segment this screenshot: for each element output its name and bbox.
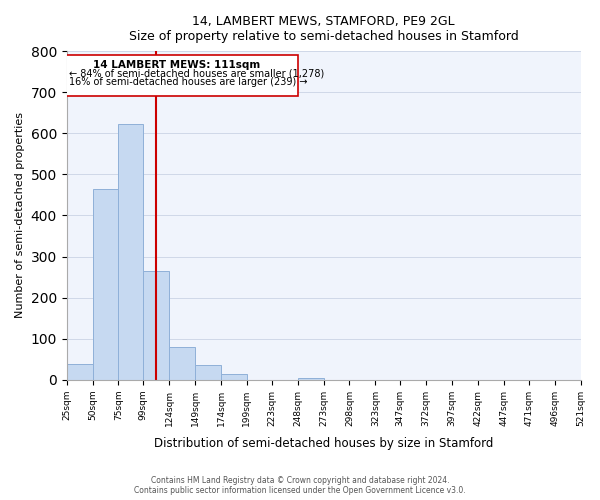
- Title: 14, LAMBERT MEWS, STAMFORD, PE9 2GL
Size of property relative to semi-detached h: 14, LAMBERT MEWS, STAMFORD, PE9 2GL Size…: [129, 15, 518, 43]
- Text: 16% of semi-detached houses are larger (239) →: 16% of semi-detached houses are larger (…: [69, 77, 307, 87]
- Text: 14 LAMBERT MEWS: 111sqm: 14 LAMBERT MEWS: 111sqm: [94, 60, 260, 70]
- Text: Contains HM Land Registry data © Crown copyright and database right 2024.
Contai: Contains HM Land Registry data © Crown c…: [134, 476, 466, 495]
- Bar: [67, 364, 92, 380]
- Bar: [298, 378, 323, 380]
- X-axis label: Distribution of semi-detached houses by size in Stamford: Distribution of semi-detached houses by …: [154, 437, 493, 450]
- Bar: [118, 124, 143, 380]
- Y-axis label: Number of semi-detached properties: Number of semi-detached properties: [15, 112, 25, 318]
- Bar: [92, 188, 118, 380]
- Bar: [169, 347, 195, 380]
- Bar: [221, 374, 247, 380]
- Bar: [143, 271, 169, 380]
- FancyBboxPatch shape: [66, 55, 298, 96]
- Bar: [195, 366, 221, 380]
- Text: ← 84% of semi-detached houses are smaller (1,278): ← 84% of semi-detached houses are smalle…: [69, 69, 324, 79]
